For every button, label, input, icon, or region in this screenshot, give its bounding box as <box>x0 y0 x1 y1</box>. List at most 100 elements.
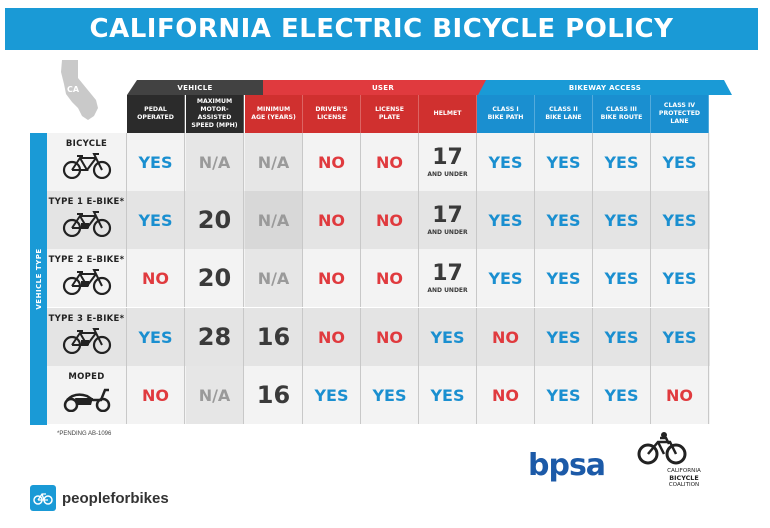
vehicle-name: BICYCLE <box>65 139 108 149</box>
cell-class-i: YES <box>477 249 535 307</box>
cell-class-iv: YES <box>651 308 709 366</box>
column-header-class-iii: CLASS III BIKE ROUTE <box>593 95 651 133</box>
cell-value: NO <box>376 268 403 288</box>
cell-license-plate: NO <box>361 249 419 307</box>
cell-class-i: NO <box>477 308 535 366</box>
cell-class-iii: YES <box>593 191 651 249</box>
cell-value: YES <box>138 327 173 347</box>
cell-license-plate: YES <box>361 366 419 424</box>
cell-drivers-license: NO <box>303 191 361 249</box>
cell-class-i: YES <box>477 133 535 191</box>
cell-class-i: YES <box>477 191 535 249</box>
cell-license-plate: NO <box>361 191 419 249</box>
cell-value: YES <box>372 385 407 405</box>
cell-value: YES <box>314 385 349 405</box>
cell-value: YES <box>546 210 581 230</box>
cell-value: YES <box>488 152 523 172</box>
cell-value: YES <box>546 152 581 172</box>
cell-value: NO <box>142 385 169 405</box>
cell-class-ii: YES <box>535 308 593 366</box>
vehicle-name: MOPED <box>68 372 105 382</box>
peopleforbikes-logo: peopleforbikes <box>30 485 169 511</box>
column-header-class-ii: CLASS II BIKE LANE <box>535 95 593 133</box>
cell-class-iv: YES <box>651 249 709 307</box>
bpsa-logo: bpsa <box>528 448 606 483</box>
cell-value: NO <box>318 152 345 172</box>
helmet-age-note: AND UNDER <box>427 286 468 294</box>
cell-value: NO <box>492 385 519 405</box>
cell-max-speed: 20 <box>186 191 244 249</box>
cell-value: YES <box>662 152 697 172</box>
cell-pedal-operated: NO <box>127 366 185 424</box>
helmet-age-note: AND UNDER <box>427 170 468 178</box>
cell-value: 28 <box>197 323 232 351</box>
table-row: BICYCLE YES N/A N/A NO NO 17 AND UNDER YES YES YES… <box>47 133 710 191</box>
cell-value: YES <box>430 385 465 405</box>
california-map-icon: CA <box>61 60 98 120</box>
vehicle-type-label: VEHICLE TYPE <box>30 133 47 425</box>
vehicle-type-cell: MOPED <box>47 366 127 424</box>
cell-value: NO <box>376 210 403 230</box>
cell-value: 17 <box>432 202 463 228</box>
cell-class-iii: YES <box>593 133 651 191</box>
cell-value: 17 <box>432 260 463 286</box>
cell-min-age: 16 <box>245 308 303 366</box>
column-header-max-speed: MAXIMUM MOTOR-ASSISTED SPEED (MPH) <box>186 95 244 133</box>
cell-max-speed: 20 <box>186 249 244 307</box>
bicycle-icon <box>62 153 111 179</box>
cell-value: 20 <box>197 206 232 234</box>
cell-value: N/A <box>198 385 231 405</box>
cell-value: 20 <box>197 264 232 292</box>
vehicle-name: TYPE 1 E-BIKE* <box>48 197 125 207</box>
cell-value: NO <box>318 327 345 347</box>
cell-license-plate: NO <box>361 133 419 191</box>
cell-drivers-license: NO <box>303 133 361 191</box>
cell-value: YES <box>662 268 697 288</box>
column-header-class-iv: CLASS IV PROTECTED LANE <box>651 95 709 133</box>
cell-max-speed: N/A <box>186 366 244 424</box>
cell-pedal-operated: YES <box>127 308 185 366</box>
cell-value: NO <box>142 268 169 288</box>
cell-class-i: NO <box>477 366 535 424</box>
cell-value: NO <box>666 385 693 405</box>
cell-helmet: YES <box>419 308 477 366</box>
cell-class-ii: YES <box>535 249 593 307</box>
state-abbr: CA <box>67 85 80 94</box>
cell-value: YES <box>546 385 581 405</box>
cell-value: YES <box>488 210 523 230</box>
vehicle-name: TYPE 2 E-BIKE* <box>48 255 125 265</box>
column-header-class-i: CLASS I BIKE PATH <box>477 95 535 133</box>
cell-class-iv: NO <box>651 366 709 424</box>
group-header-bikeway: BIKEWAY ACCESS <box>478 80 732 95</box>
cell-value: YES <box>604 385 639 405</box>
cell-value: NO <box>376 152 403 172</box>
cell-class-iii: YES <box>593 366 651 424</box>
cell-pedal-operated: NO <box>127 249 185 307</box>
cbc-cyclist-icon <box>637 432 687 465</box>
cell-value: YES <box>662 210 697 230</box>
cell-value: 16 <box>256 381 291 409</box>
column-header-helmet: HELMET <box>419 95 477 133</box>
cell-drivers-license: NO <box>303 308 361 366</box>
vehicle-name: TYPE 3 E-BIKE* <box>48 314 125 324</box>
cell-license-plate: NO <box>361 308 419 366</box>
table-row: TYPE 1 E-BIKE* YES 20 N/A NO NO 17 AND UNDER YES… <box>47 191 710 249</box>
table-row: TYPE 2 E-BIKE* NO 20 N/A NO NO 17 AND UNDER YES Y… <box>47 249 710 307</box>
cell-class-iii: YES <box>593 249 651 307</box>
cell-min-age: N/A <box>245 133 303 191</box>
cell-value: YES <box>430 327 465 347</box>
cell-helmet: 17 AND UNDER <box>419 249 477 307</box>
cell-value: YES <box>138 152 173 172</box>
column-header-min-age: MINIMUM AGE (YEARS) <box>245 95 303 133</box>
cell-value: NO <box>376 327 403 347</box>
cell-value: YES <box>546 268 581 288</box>
cell-value: 16 <box>256 323 291 351</box>
cell-value: YES <box>604 152 639 172</box>
vehicle-type-cell: BICYCLE <box>47 133 127 191</box>
column-header-pedal-operated: PEDAL OPERATED <box>127 95 185 133</box>
cell-helmet: 17 AND UNDER <box>419 191 477 249</box>
peopleforbikes-bike-icon <box>30 485 56 511</box>
cell-class-iv: YES <box>651 191 709 249</box>
helmet-age-note: AND UNDER <box>427 228 468 236</box>
ebike-icon <box>62 269 111 295</box>
